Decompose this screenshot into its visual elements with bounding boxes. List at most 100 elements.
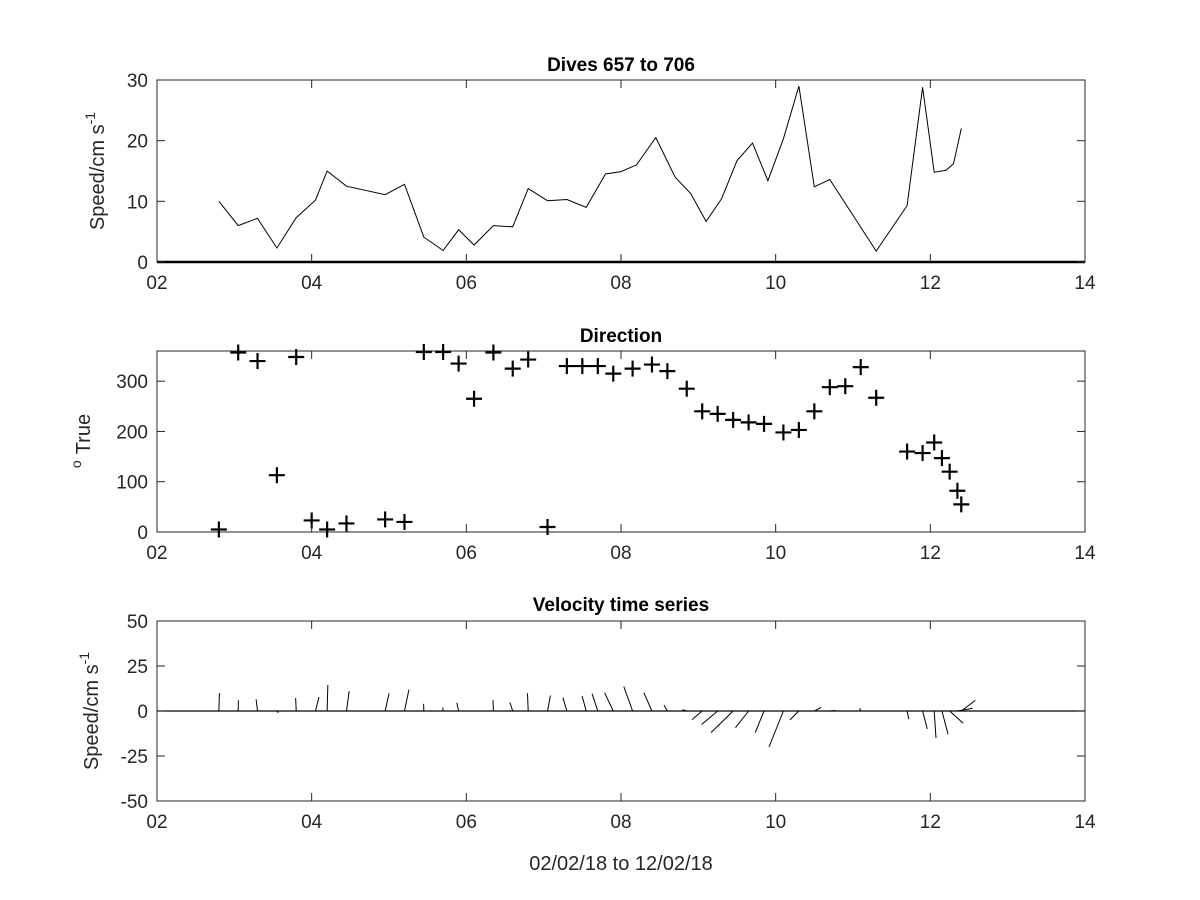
direction-point — [868, 389, 885, 406]
direction-x-tick-label: 12 — [920, 543, 941, 564]
velocity-vector — [315, 696, 320, 712]
direction-marks — [210, 344, 970, 538]
direction-point — [643, 356, 660, 373]
velocity-x-tick-label: 10 — [765, 812, 786, 833]
velocity-vector — [276, 710, 279, 714]
velocity-vector — [941, 710, 949, 735]
velocity-x-tick-label: 14 — [1074, 812, 1096, 833]
speed-x-tick-label: 10 — [765, 273, 786, 294]
speed-x-tick-label: 12 — [920, 273, 941, 294]
velocity-vector — [403, 689, 410, 712]
direction-point — [678, 380, 695, 397]
direction-point — [435, 344, 452, 361]
direction-point — [230, 344, 247, 361]
direction-point — [485, 344, 502, 361]
direction-point — [709, 405, 726, 422]
velocity-x-ticks: 02 04 06 08 10 12 14 — [146, 621, 1096, 833]
direction-point — [740, 414, 757, 431]
direction-point — [756, 415, 773, 432]
velocity-vector — [933, 710, 937, 739]
velocity-y-tick-label: -50 — [121, 792, 148, 813]
direction-point — [504, 360, 521, 377]
direction-point — [953, 496, 970, 513]
velocity-y-tick-label: 25 — [127, 657, 148, 678]
direction-point — [914, 445, 931, 462]
velocity-y-tick-label: 50 — [127, 612, 148, 633]
direction-point — [790, 421, 807, 438]
direction-point — [837, 378, 854, 395]
velocity-vector — [906, 710, 910, 720]
velocity-vector — [957, 707, 973, 712]
velocity-x-tick-label: 02 — [146, 812, 167, 833]
direction-point — [450, 355, 467, 372]
velocity-vector — [384, 693, 390, 712]
direction-point — [659, 363, 676, 380]
direction-y-tick-label: 0 — [137, 523, 148, 544]
direction-point — [933, 450, 950, 467]
direction-y-tick-label: 100 — [116, 473, 148, 494]
velocity-vector — [710, 710, 734, 733]
direction-x-tick-label: 06 — [456, 543, 477, 564]
velocity-vector — [255, 699, 259, 712]
speed-x-ticks: 02 04 06 08 10 12 14 — [146, 80, 1096, 294]
velocity-vector — [829, 709, 836, 712]
speed-x-tick-label: 08 — [610, 273, 631, 294]
speed-title: Dives 657 to 706 — [547, 55, 695, 76]
direction-point — [466, 390, 483, 407]
direction-point — [377, 511, 394, 528]
velocity-vector — [960, 699, 976, 712]
velocity-vector — [701, 710, 718, 725]
velocity-vector — [768, 710, 784, 748]
direction-x-tick-label: 10 — [765, 543, 786, 564]
direction-y-tick-label: 300 — [116, 372, 148, 393]
direction-point — [926, 434, 943, 451]
velocity-vector — [604, 692, 614, 712]
velocity-vector — [643, 692, 653, 712]
speed-x-tick-label: 02 — [146, 273, 167, 294]
velocity-marks — [157, 684, 1085, 748]
direction-point — [949, 482, 966, 499]
direction-point — [415, 344, 432, 361]
direction-point — [319, 521, 336, 538]
velocity-vector — [218, 692, 220, 712]
velocity-y-tick-label: -25 — [121, 747, 148, 768]
direction-point — [558, 358, 575, 375]
direction-x-tick-label: 08 — [610, 543, 631, 564]
velocity-vector — [682, 709, 687, 712]
velocity-title: Velocity time series — [533, 595, 709, 616]
direction-point — [539, 518, 556, 535]
velocity-x-tick-label: 04 — [301, 812, 323, 833]
direction-point — [852, 359, 869, 376]
velocity-vector — [789, 710, 800, 721]
direction-point — [268, 467, 285, 484]
velocity-vector — [295, 698, 297, 712]
direction-title: Direction — [580, 326, 662, 347]
velocity-y-axis-label: Speed/cm s-1 — [76, 652, 103, 770]
velocity-x-tick-label: 06 — [456, 812, 477, 833]
velocity-vector — [663, 704, 668, 712]
velocity-y-tick-label: 0 — [137, 702, 148, 723]
velocity-panel: 02 04 06 08 10 12 14 -50 -25 0 25 50 Velocity time… — [76, 595, 1096, 875]
velocity-x-tick-label: 08 — [610, 812, 631, 833]
direction-y-axis-label: oTrue — [68, 414, 95, 468]
velocity-x-axis-label: 02/02/18 to 12/02/18 — [529, 853, 713, 875]
velocity-vector — [591, 693, 599, 712]
direction-point — [574, 358, 591, 375]
velocity-vector — [814, 706, 822, 712]
direction-point — [775, 424, 792, 441]
direction-point — [899, 443, 916, 460]
speed-y-axis-label: Speed/cm s-1 — [82, 112, 109, 230]
direction-x-tick-label: 14 — [1074, 543, 1096, 564]
velocity-vector — [754, 710, 765, 733]
direction-x-ticks: 02 04 06 08 10 12 14 — [146, 351, 1096, 564]
direction-y-ticks: 0 100 200 300 — [116, 372, 1085, 544]
speed-y-tick-label: 10 — [127, 192, 148, 213]
direction-point — [249, 353, 266, 370]
direction-point — [520, 351, 537, 368]
direction-y-tick-label: 200 — [116, 422, 148, 443]
speed-y-ticks: 0 10 20 30 — [127, 71, 1085, 274]
direction-point — [210, 521, 227, 538]
direction-x-tick-label: 02 — [146, 543, 167, 564]
velocity-vector — [922, 710, 928, 730]
